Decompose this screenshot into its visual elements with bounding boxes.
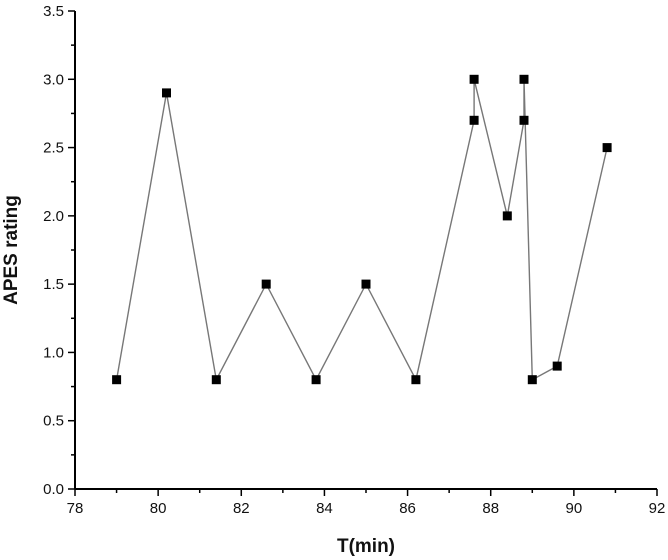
data-point-marker <box>469 74 479 84</box>
x-tick-label: 84 <box>316 500 333 517</box>
data-point-marker <box>519 115 529 125</box>
y-tick-label: 1.5 <box>43 276 64 293</box>
x-tick-label: 80 <box>150 500 167 517</box>
y-ticks: 0.0 0.5 1.0 1.5 2.0 2.5 3.0 3.5 <box>43 3 75 498</box>
x-tick-label: 78 <box>67 500 84 517</box>
x-tick-label: 90 <box>566 500 583 517</box>
data-point-marker <box>162 88 171 98</box>
y-tick-label: 1.0 <box>43 344 64 361</box>
data-point-marker <box>361 279 371 289</box>
y-tick-label: 2.0 <box>43 208 64 225</box>
data-point-marker <box>261 279 271 289</box>
data-point-marker <box>469 115 479 125</box>
x-tick-label: 92 <box>649 500 666 517</box>
y-tick-label: 0.0 <box>43 481 64 498</box>
data-point-marker <box>519 74 529 84</box>
x-tick-label: 82 <box>233 500 250 517</box>
data-point-marker <box>112 375 122 385</box>
x-ticks: 78 80 82 84 86 88 90 92 <box>67 489 666 517</box>
data-point-marker <box>552 361 562 371</box>
data-point-marker <box>411 375 421 385</box>
data-point-marker <box>311 375 321 385</box>
y-tick-label: 0.5 <box>43 413 64 430</box>
y-tick-label: 3.0 <box>43 71 64 88</box>
series-line <box>115 79 608 382</box>
data-point-marker <box>527 375 537 385</box>
y-tick-label: 2.5 <box>43 140 64 157</box>
y-axis-title: APES rating <box>1 195 22 305</box>
data-point-marker <box>602 143 612 153</box>
series-layer <box>115 79 608 382</box>
x-axis-title: T(min) <box>337 536 395 557</box>
x-tick-label: 86 <box>399 500 416 517</box>
x-tick-label: 88 <box>482 500 499 517</box>
y-tick-label: 3.5 <box>43 3 64 20</box>
data-point-marker <box>211 375 221 385</box>
axes <box>74 11 657 490</box>
data-point-marker <box>502 211 512 221</box>
markers-layer <box>112 74 612 385</box>
